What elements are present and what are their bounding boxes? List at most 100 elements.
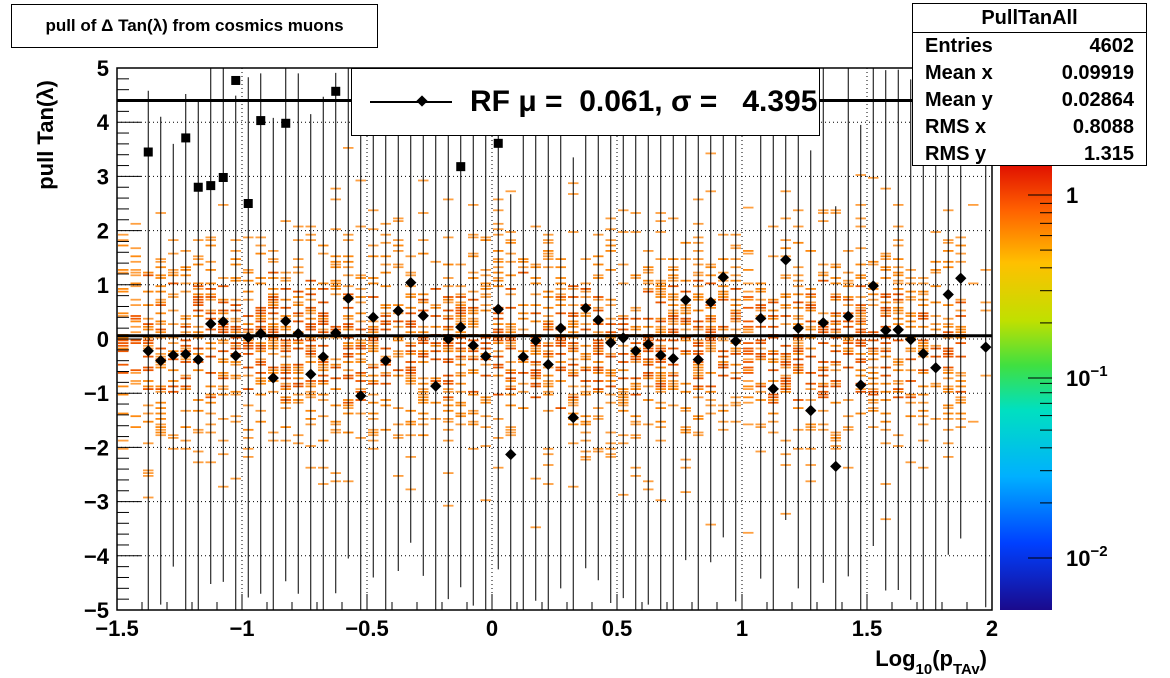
heatmap-cell xyxy=(130,260,141,263)
stats-value: 0.09919 xyxy=(1061,62,1134,84)
profile-point xyxy=(905,333,917,346)
heatmap-cell xyxy=(130,369,141,372)
y-tick-label: −5 xyxy=(84,598,109,623)
profile-point xyxy=(855,379,867,391)
stats-value: 0.8088 xyxy=(1072,116,1134,138)
profile-point xyxy=(267,372,279,384)
axes: −1.5 −1 −0.5 0 0.5 1 1.5 2 −5 −4 −3 −2 −1 0 1 2 3 4 5 xyxy=(84,56,998,641)
heatmap-cell xyxy=(130,269,141,271)
outlier-point xyxy=(206,181,216,191)
heatmap-cell xyxy=(743,353,754,355)
outlier-point xyxy=(456,162,466,172)
profile-point xyxy=(442,333,454,345)
stats-title: PullTanAll xyxy=(913,4,1146,33)
profile-point xyxy=(805,404,817,417)
profile-point xyxy=(880,324,892,336)
plot-title: pull of Δ Tan(λ) from cosmics muons xyxy=(11,4,378,48)
heatmap-cell xyxy=(130,304,141,306)
y-tick-label: 0 xyxy=(97,327,109,352)
profile-point xyxy=(542,358,554,371)
profile-point xyxy=(667,352,679,365)
profile-point xyxy=(580,302,592,314)
heatmap-cell xyxy=(130,271,141,274)
outlier-point xyxy=(181,133,191,143)
profile-point xyxy=(355,390,367,402)
x-tick-label: −1.5 xyxy=(95,616,138,641)
heatmap-cell xyxy=(130,331,141,334)
heatmap-cell xyxy=(130,339,141,342)
profile-point xyxy=(405,276,417,289)
heatmap-cell xyxy=(743,206,754,209)
profile-point xyxy=(417,310,429,322)
profile-point xyxy=(692,353,704,366)
profile-point xyxy=(555,322,567,334)
outlier-point xyxy=(493,138,503,148)
heatmap-cell xyxy=(118,244,129,247)
x-tick-label: 0.5 xyxy=(602,616,633,641)
heatmap-cell xyxy=(118,239,129,241)
color-scale-bar: 1 10−1 10−2 xyxy=(1000,165,1108,610)
outlier-point xyxy=(243,199,253,208)
y-tick-label: −1 xyxy=(84,381,109,406)
heatmap-cell xyxy=(743,252,754,255)
profile-point xyxy=(930,362,942,374)
legend-marker-icon xyxy=(366,68,466,136)
heatmap-cell xyxy=(118,363,129,366)
x-tick-label: 1.5 xyxy=(852,616,883,641)
profile-point xyxy=(567,411,579,424)
heatmap-cell xyxy=(118,339,129,342)
heatmap-cell xyxy=(743,423,754,426)
profile-point xyxy=(342,292,354,305)
heatmap-cell xyxy=(130,320,141,323)
y-tick-label: 2 xyxy=(97,219,109,244)
y-tick-label: 3 xyxy=(97,164,109,189)
outlier-point xyxy=(218,172,228,182)
profile-point xyxy=(392,305,404,317)
profile-point xyxy=(480,350,492,363)
heatmap-cell xyxy=(130,298,141,301)
profile-point xyxy=(942,288,954,301)
heatmap-cell xyxy=(743,296,754,298)
y-tick-label: 5 xyxy=(97,56,109,81)
profile-point xyxy=(205,318,217,330)
legend-entry: RF μ = 0.061, σ = 4.395 xyxy=(470,85,818,118)
heatmap-cell xyxy=(118,350,129,353)
profile-point xyxy=(492,303,504,315)
profile-point xyxy=(717,271,729,283)
stats-row: Mean y 0.02864 xyxy=(913,87,1146,114)
x-tick-label: −1 xyxy=(229,616,254,641)
heatmap-cell xyxy=(130,325,141,328)
y-tick-label: −2 xyxy=(84,435,109,460)
heatmap-cell xyxy=(118,447,129,450)
profile-point xyxy=(367,311,379,323)
heatmap-cell xyxy=(130,255,141,258)
profile-point xyxy=(305,368,317,380)
heatmap-cell xyxy=(130,380,141,382)
outlier-point xyxy=(331,86,341,96)
color-scale-label: 10−1 xyxy=(1066,363,1108,391)
heatmap-cell xyxy=(743,347,754,350)
heatmap-cell xyxy=(130,317,141,320)
heatmap-cell xyxy=(743,342,754,344)
outlier-point xyxy=(193,182,203,192)
stats-value: 4602 xyxy=(1089,35,1135,57)
heatmap-cell xyxy=(743,282,754,285)
heatmap-cell xyxy=(118,342,129,344)
heatmap-cell xyxy=(743,290,754,293)
profile-point xyxy=(630,345,642,357)
x-tick-label: −0.5 xyxy=(345,616,388,641)
heatmap-cell xyxy=(743,325,754,328)
x-axis-label: Log10(pTAv) xyxy=(875,646,987,678)
profile-point xyxy=(605,337,617,349)
stats-label: RMS x xyxy=(925,116,987,138)
profile-point xyxy=(242,331,254,344)
heatmap-cell xyxy=(130,274,141,277)
heatmap-cell xyxy=(505,190,516,193)
heatmap-cell xyxy=(130,415,141,418)
heatmap-cell xyxy=(118,233,129,236)
outlier-point xyxy=(143,147,153,157)
heatmap-cell xyxy=(118,288,129,290)
stats-row: Mean x 0.09919 xyxy=(913,60,1146,87)
y-tick-label: −4 xyxy=(84,544,110,569)
profile-point xyxy=(892,324,904,336)
